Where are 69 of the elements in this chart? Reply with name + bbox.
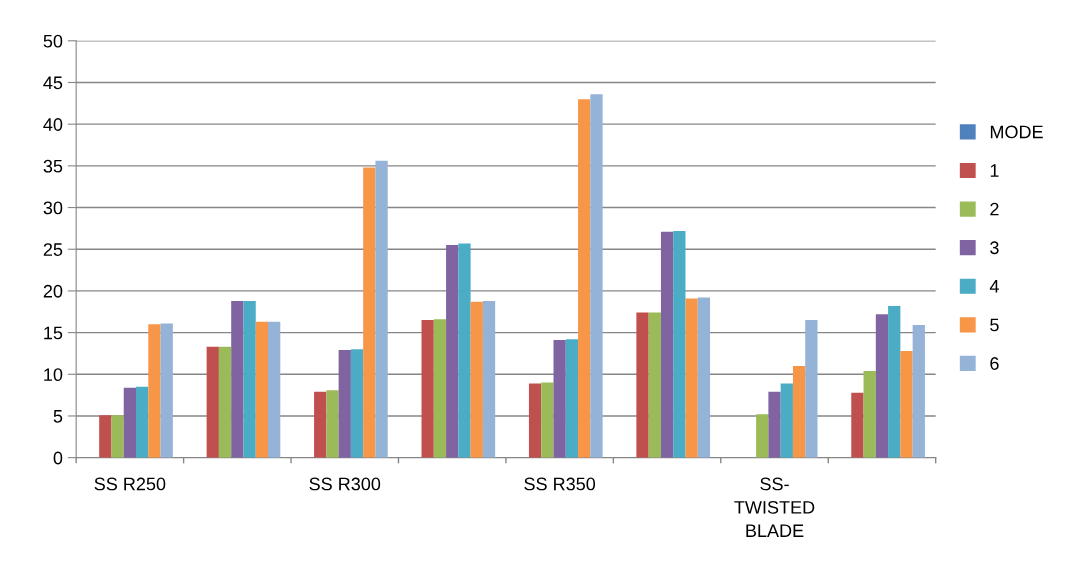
bar bbox=[350, 349, 364, 458]
bar bbox=[528, 383, 542, 458]
x-tick-label: SS R350 bbox=[524, 477, 596, 491]
bar bbox=[326, 390, 339, 458]
bar bbox=[888, 305, 901, 458]
y-tick-label: 35 bbox=[43, 159, 63, 173]
bar bbox=[541, 382, 554, 458]
bar bbox=[912, 325, 925, 458]
bar bbox=[636, 312, 649, 458]
y-tick-label: 10 bbox=[44, 368, 63, 382]
bar bbox=[685, 298, 698, 458]
x-tick-label: SS R250 bbox=[94, 477, 166, 491]
bar bbox=[875, 314, 889, 458]
bar bbox=[756, 414, 769, 458]
bar bbox=[375, 160, 388, 458]
y-tick-label: 45 bbox=[43, 76, 63, 90]
bar bbox=[553, 340, 566, 458]
bar bbox=[590, 94, 603, 458]
bar bbox=[160, 323, 173, 458]
x-tick-label: SS R300 bbox=[309, 477, 381, 491]
bar bbox=[338, 350, 351, 458]
bar bbox=[805, 320, 818, 458]
legend-label: 1 bbox=[990, 164, 999, 177]
bar bbox=[697, 297, 711, 458]
bar bbox=[268, 321, 281, 458]
bar bbox=[433, 319, 447, 458]
bar bbox=[421, 320, 434, 458]
bar bbox=[792, 365, 806, 458]
bar bbox=[578, 99, 591, 458]
bar bbox=[255, 321, 269, 458]
y-tick-label: 25 bbox=[43, 243, 63, 256]
y-tick-label: 20 bbox=[43, 284, 63, 298]
bar bbox=[231, 300, 244, 458]
bar bbox=[148, 324, 161, 458]
x-tick-label: SS- TWISTED BLADE bbox=[734, 477, 815, 537]
bar bbox=[206, 346, 219, 458]
bar bbox=[446, 245, 459, 458]
legend-label: 3 bbox=[990, 241, 999, 255]
legend-label: MODE bbox=[990, 125, 1043, 139]
bar bbox=[136, 386, 149, 458]
bar bbox=[660, 231, 674, 458]
bar bbox=[314, 391, 327, 458]
bar bbox=[111, 415, 124, 458]
bar bbox=[565, 339, 579, 458]
bar bbox=[851, 392, 864, 458]
bar bbox=[363, 167, 376, 458]
y-tick-label: 40 bbox=[43, 118, 63, 131]
y-tick-label: 15 bbox=[44, 326, 63, 340]
bar bbox=[470, 301, 483, 458]
bar bbox=[99, 415, 112, 458]
bar bbox=[780, 383, 793, 458]
bar bbox=[673, 230, 686, 458]
bar bbox=[458, 243, 471, 458]
bar bbox=[863, 370, 876, 458]
bar bbox=[648, 312, 661, 458]
bar bbox=[900, 350, 913, 458]
legend-label: 2 bbox=[990, 202, 999, 216]
legend-label: 5 bbox=[990, 318, 999, 332]
bar bbox=[482, 300, 496, 458]
bar bbox=[243, 300, 256, 458]
bar bbox=[123, 387, 137, 458]
y-tick-label: 50 bbox=[43, 34, 63, 48]
y-tick-label: 30 bbox=[43, 201, 63, 215]
y-tick-label: 5 bbox=[53, 410, 63, 423]
legend-label: 6 bbox=[990, 357, 999, 370]
legend-label: 4 bbox=[989, 280, 999, 293]
y-tick-label: 0 bbox=[53, 451, 63, 465]
bar bbox=[768, 391, 781, 458]
bar bbox=[218, 346, 232, 458]
